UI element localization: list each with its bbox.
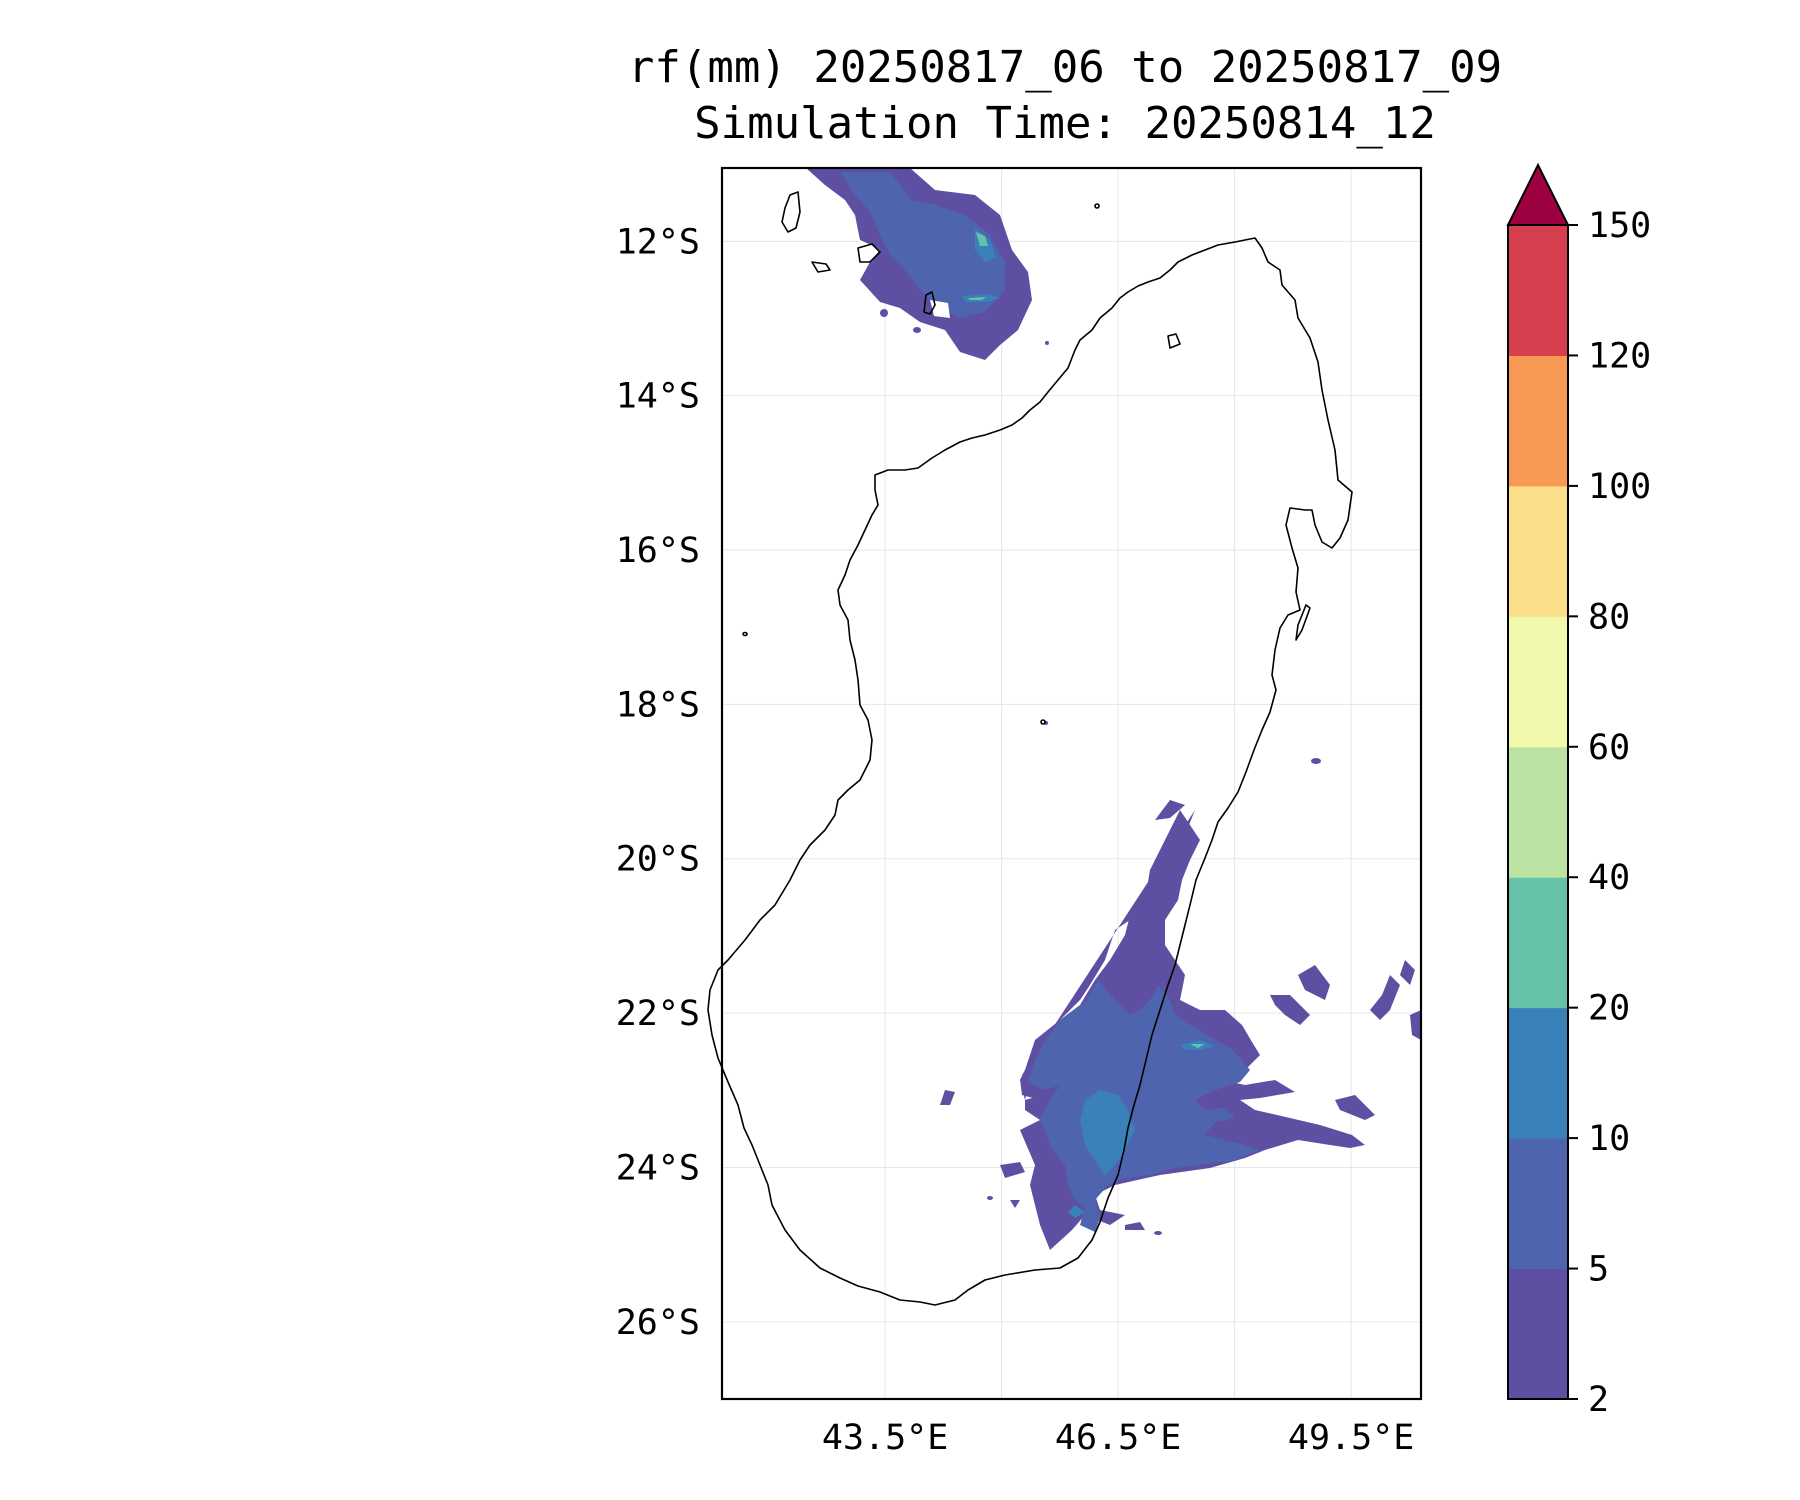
colorbar: 2 5 10 20 40 60 80 100 120 150: [1506, 162, 1651, 1420]
lon-tick-label: 43.5°E: [822, 1418, 948, 1458]
colorbar-segment: [1508, 746, 1568, 878]
title-line-2: Simulation Time: 20250814_12: [694, 98, 1436, 149]
colorbar-tick-label: 60: [1588, 728, 1630, 768]
colorbar-tick-label: 120: [1588, 336, 1651, 376]
colorbar-extend-arrow: [1506, 162, 1570, 226]
colorbar-segment: [1508, 616, 1568, 748]
colorbar-segment: [1508, 485, 1568, 617]
lon-tick-label: 46.5°E: [1055, 1418, 1181, 1458]
colorbar-tick-label: 5: [1588, 1250, 1609, 1290]
madagascar-coastline: [707, 237, 1353, 1306]
longitude-axis: 43.5°E 46.5°E 49.5°E: [822, 1418, 1414, 1458]
title-line-1: rf(mm) 20250817_06 to 20250817_09: [628, 42, 1502, 93]
colorbar-tick-label: 40: [1588, 858, 1630, 898]
colorbar-tick-label: 10: [1588, 1119, 1630, 1159]
colorbar-segment: [1508, 877, 1568, 1009]
islet: [1040, 719, 1046, 725]
island-comoros-2: [811, 261, 831, 273]
coastline: [707, 191, 1353, 1306]
lat-tick-label: 12°S: [616, 222, 700, 262]
colorbar-tick-label: 2: [1588, 1380, 1609, 1420]
rainfall-cluster-northwest: [806, 168, 1049, 360]
island-comoros-1: [781, 191, 801, 233]
lat-tick-label: 26°S: [616, 1303, 700, 1343]
lat-tick-label: 20°S: [616, 840, 700, 880]
colorbar-tick-label: 80: [1588, 597, 1630, 637]
islet: [1094, 203, 1100, 209]
island-mayotte: [923, 291, 936, 315]
rainfall-cluster-southeast: [940, 721, 1421, 1250]
island-comoros-3: [857, 243, 881, 263]
colorbar-tick-label: 100: [1588, 467, 1651, 507]
island-sainte-marie: [1295, 604, 1311, 641]
lat-tick-label: 18°S: [616, 685, 700, 725]
colorbar-segment: [1508, 1138, 1568, 1270]
colorbar-tick-label: 150: [1588, 206, 1651, 246]
islet: [742, 631, 748, 637]
latitude-axis: 12°S 14°S 16°S 18°S 20°S 22°S 24°S 26°S: [616, 222, 700, 1343]
map-frame: [720, 166, 1423, 1401]
island-nosy-be: [1167, 333, 1181, 349]
lat-tick-label: 16°S: [616, 531, 700, 571]
colorbar-frame: [1507, 224, 1569, 1400]
colorbar-segment: [1508, 355, 1568, 487]
colorbar-segment: [1508, 225, 1568, 356]
colorbar-tick-label: 20: [1588, 989, 1630, 1029]
colorbar-segment: [1508, 1268, 1568, 1400]
lat-tick-label: 14°S: [616, 377, 700, 417]
colorbar-segment: [1508, 1007, 1568, 1139]
lon-tick-label: 49.5°E: [1288, 1418, 1414, 1458]
lat-tick-label: 24°S: [616, 1148, 700, 1188]
lat-tick-label: 22°S: [616, 994, 700, 1034]
map-panel: [707, 166, 1423, 1401]
